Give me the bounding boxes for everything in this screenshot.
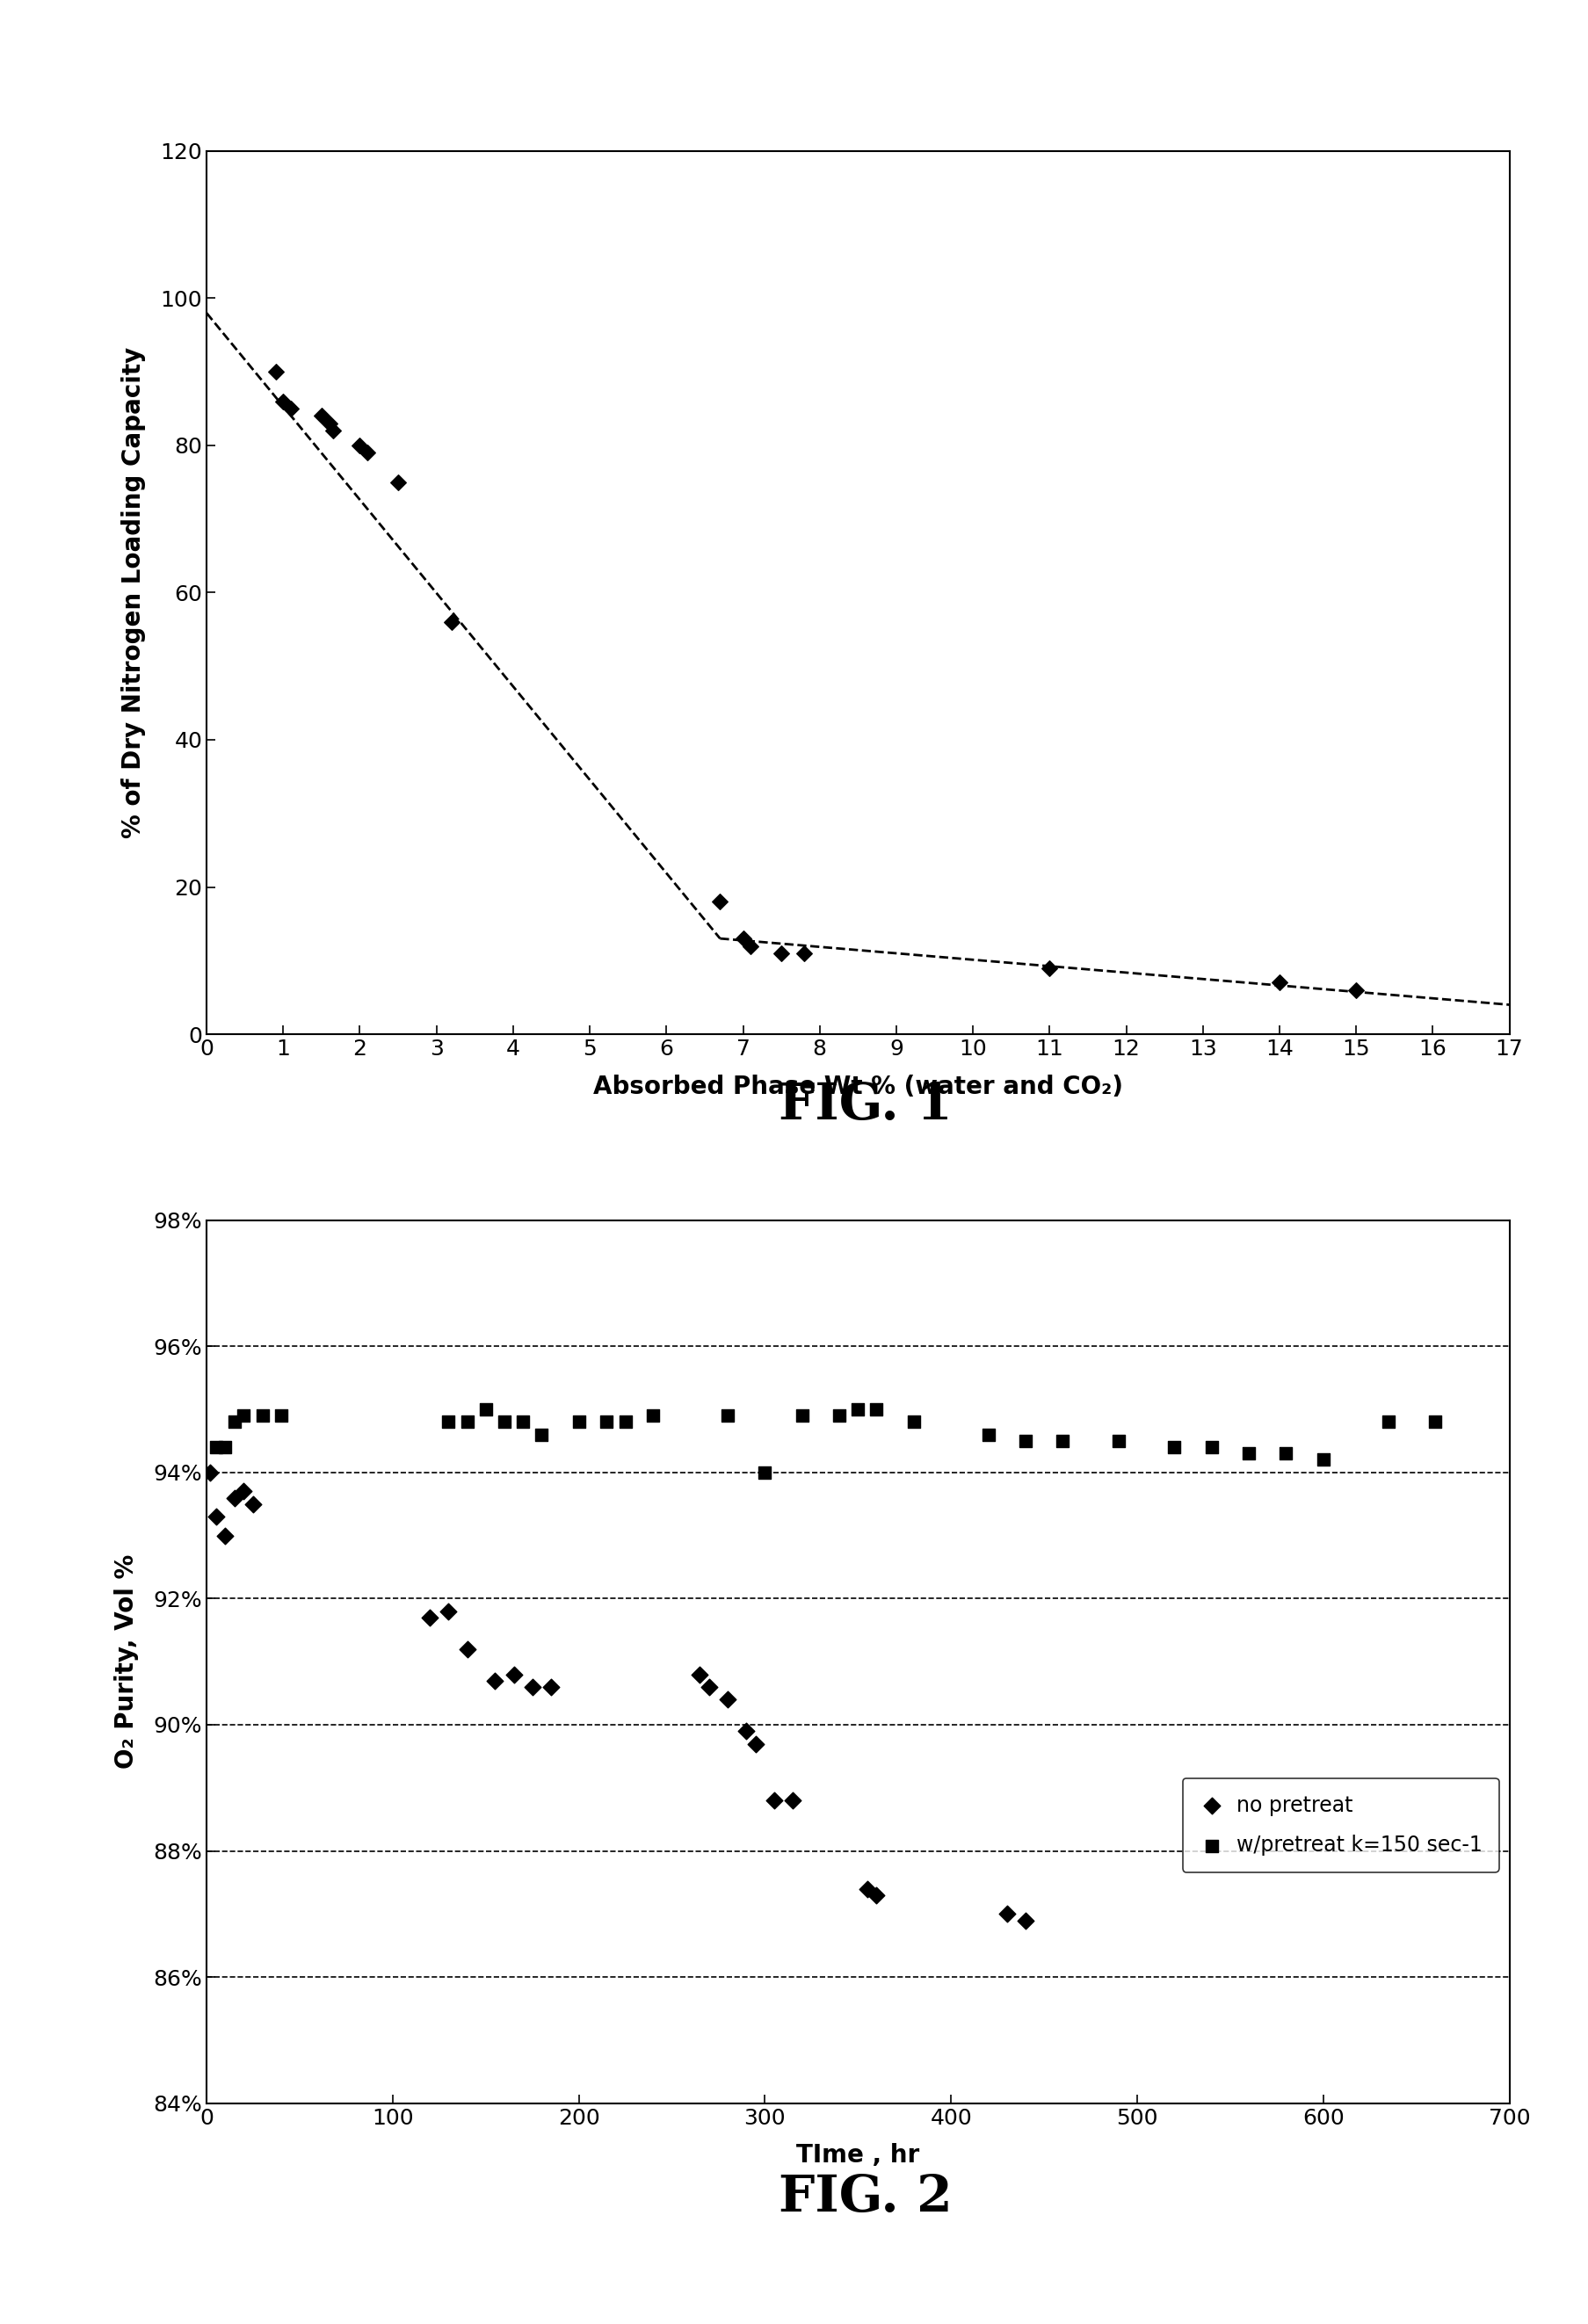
Text: FIG. 1: FIG. 1 <box>778 1081 953 1129</box>
w/pretreat k=150 sec-1 <box>491 1404 516 1441</box>
X-axis label: Absorbed Phase Wt % (water and CO₂): Absorbed Phase Wt % (water and CO₂) <box>592 1074 1123 1099</box>
no pretreat <box>761 1783 786 1820</box>
w/pretreat k=150 sec-1 <box>864 1390 889 1427</box>
Point <box>262 353 287 390</box>
no pretreat <box>696 1669 721 1706</box>
w/pretreat k=150 sec-1 <box>715 1397 740 1434</box>
Point <box>316 404 341 442</box>
w/pretreat k=150 sec-1 <box>435 1404 461 1441</box>
w/pretreat k=150 sec-1 <box>751 1455 777 1492</box>
w/pretreat k=150 sec-1 <box>975 1415 1000 1452</box>
w/pretreat k=150 sec-1 <box>203 1429 229 1466</box>
w/pretreat k=150 sec-1 <box>594 1404 619 1441</box>
w/pretreat k=150 sec-1 <box>640 1397 665 1434</box>
w/pretreat k=150 sec-1 <box>789 1397 815 1434</box>
no pretreat <box>780 1783 805 1820</box>
w/pretreat k=150 sec-1 <box>900 1404 926 1441</box>
no pretreat <box>454 1631 480 1669</box>
Point <box>730 920 756 957</box>
Point <box>308 397 333 435</box>
Y-axis label: O₂ Purity, Vol %: O₂ Purity, Vol % <box>114 1555 138 1769</box>
no pretreat <box>686 1655 711 1692</box>
w/pretreat k=150 sec-1 <box>1421 1404 1447 1441</box>
no pretreat <box>994 1896 1019 1934</box>
w/pretreat k=150 sec-1 <box>213 1429 238 1466</box>
Point <box>438 604 464 641</box>
no pretreat <box>203 1499 229 1536</box>
w/pretreat k=150 sec-1 <box>1375 1404 1401 1441</box>
w/pretreat k=150 sec-1 <box>268 1397 294 1434</box>
w/pretreat k=150 sec-1 <box>249 1397 275 1434</box>
w/pretreat k=150 sec-1 <box>1105 1422 1131 1459</box>
X-axis label: TIme , hr: TIme , hr <box>796 2143 919 2168</box>
w/pretreat k=150 sec-1 <box>1199 1429 1224 1466</box>
w/pretreat k=150 sec-1 <box>1235 1434 1261 1471</box>
no pretreat <box>715 1680 740 1717</box>
no pretreat <box>734 1713 759 1750</box>
w/pretreat k=150 sec-1 <box>1310 1441 1336 1478</box>
no pretreat <box>230 1473 256 1511</box>
w/pretreat k=150 sec-1 <box>473 1390 499 1427</box>
Point <box>278 390 303 428</box>
no pretreat <box>743 1724 769 1762</box>
Point <box>1037 948 1062 985</box>
w/pretreat k=150 sec-1 <box>529 1415 554 1452</box>
no pretreat <box>197 1455 222 1492</box>
no pretreat <box>213 1518 238 1555</box>
w/pretreat k=150 sec-1 <box>454 1404 480 1441</box>
w/pretreat k=150 sec-1 <box>565 1404 591 1441</box>
no pretreat <box>1012 1901 1037 1938</box>
w/pretreat k=150 sec-1 <box>1050 1422 1075 1459</box>
w/pretreat k=150 sec-1 <box>1272 1434 1297 1471</box>
w/pretreat k=150 sec-1 <box>230 1397 256 1434</box>
Point <box>321 411 346 449</box>
w/pretreat k=150 sec-1 <box>510 1404 535 1441</box>
w/pretreat k=150 sec-1 <box>222 1404 248 1441</box>
Point <box>386 462 411 500</box>
no pretreat <box>418 1599 443 1636</box>
w/pretreat k=150 sec-1 <box>1012 1422 1037 1459</box>
Point <box>737 927 762 964</box>
Point <box>1343 971 1369 1009</box>
Legend: no pretreat, w/pretreat k=150 sec-1: no pretreat, w/pretreat k=150 sec-1 <box>1181 1778 1497 1873</box>
Point <box>791 934 816 971</box>
w/pretreat k=150 sec-1 <box>1161 1429 1186 1466</box>
Point <box>354 435 380 472</box>
no pretreat <box>864 1875 889 1913</box>
Text: FIG. 2: FIG. 2 <box>778 2173 953 2222</box>
Point <box>707 883 732 920</box>
Point <box>1266 964 1291 1002</box>
no pretreat <box>538 1669 564 1706</box>
no pretreat <box>240 1485 265 1522</box>
Point <box>270 383 295 421</box>
no pretreat <box>500 1655 526 1692</box>
w/pretreat k=150 sec-1 <box>845 1390 870 1427</box>
no pretreat <box>483 1662 508 1699</box>
no pretreat <box>222 1478 248 1515</box>
w/pretreat k=150 sec-1 <box>826 1397 851 1434</box>
Y-axis label: % of Dry Nitrogen Loading Capacity: % of Dry Nitrogen Loading Capacity <box>121 346 146 839</box>
w/pretreat k=150 sec-1 <box>613 1404 638 1441</box>
no pretreat <box>435 1592 461 1629</box>
no pretreat <box>854 1871 880 1908</box>
Point <box>346 428 372 465</box>
no pretreat <box>519 1669 545 1706</box>
Point <box>769 934 794 971</box>
